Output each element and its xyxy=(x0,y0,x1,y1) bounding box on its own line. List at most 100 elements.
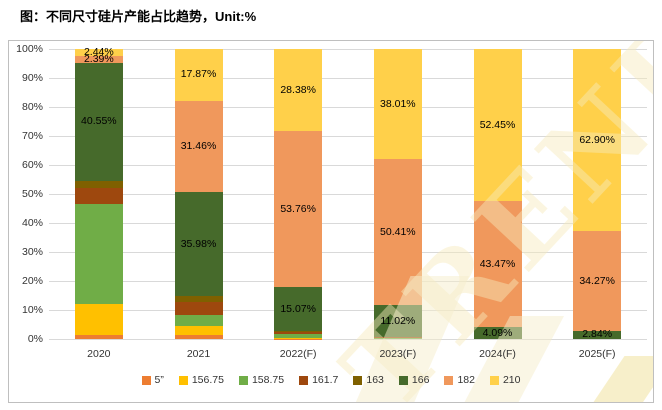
bar-segment xyxy=(573,330,622,339)
bar-segment xyxy=(174,296,223,303)
gridline xyxy=(49,107,647,108)
bar-segment xyxy=(74,203,123,305)
legend-label: 156.75 xyxy=(191,374,224,386)
bar-segment xyxy=(573,48,622,232)
bar-segment xyxy=(174,314,223,326)
legend-swatch-icon xyxy=(398,375,408,385)
legend-item: 156.75 xyxy=(178,374,224,386)
bar-segment xyxy=(74,63,123,181)
y-tick-label: 70% xyxy=(21,130,43,142)
bar-segment xyxy=(274,287,323,331)
bar-segment xyxy=(74,187,123,204)
legend-label: 158.75 xyxy=(251,374,285,386)
bar-segment-label: 62.90% xyxy=(579,133,615,146)
gridline xyxy=(49,194,647,195)
bar-segment xyxy=(573,231,622,331)
bar-segment xyxy=(373,337,422,339)
bar-segment-label: 53.76% xyxy=(280,202,316,215)
bar-segment-label: 2.39% xyxy=(83,53,114,66)
y-tick-label: 50% xyxy=(21,188,43,200)
bar-segment xyxy=(274,48,323,132)
gridline xyxy=(49,165,647,166)
x-tick-label: 2025(F) xyxy=(578,348,616,360)
y-axis: 0% 10% 20% 30% 40% 50% 60% 70% 80% 90% 100% xyxy=(9,43,45,345)
bar-segment-label: 34.27% xyxy=(579,274,615,287)
bar-segment-label: 43.47% xyxy=(479,257,516,270)
legend-label: 5” xyxy=(154,374,164,386)
y-tick-label: 60% xyxy=(21,159,43,171)
legend-item: 161.7 xyxy=(299,374,338,386)
legend-item: 166 xyxy=(398,374,430,386)
bar-segment xyxy=(174,325,223,336)
legend-label: 163 xyxy=(366,374,384,386)
bar-segment xyxy=(74,49,123,57)
legend: 5” 156.75 158.75 161.7 163 166 182 210 xyxy=(9,374,653,386)
bar-segment xyxy=(74,335,123,339)
gridline xyxy=(49,223,647,224)
bar-segment-label: 35.98% xyxy=(180,237,217,250)
gridline xyxy=(49,49,647,50)
gridline xyxy=(49,281,647,282)
legend-label: 166 xyxy=(411,374,430,386)
x-tick-label: 2023(F) xyxy=(379,348,417,360)
bar-segment xyxy=(74,56,123,64)
plot-area: 2020 40.55% 2.39% 2.44% 2021 35.98% 31.46% 17.8… xyxy=(49,46,647,360)
page-title: 图：不同尺寸硅片产能占比趋势，Unit:% xyxy=(20,9,257,24)
legend-swatch-icon xyxy=(141,375,151,385)
gridline xyxy=(49,339,647,340)
legend-label: 182 xyxy=(457,374,475,386)
legend-swatch-icon xyxy=(444,375,454,385)
x-tick-label: 2024(F) xyxy=(479,348,516,360)
y-tick-label: 80% xyxy=(21,101,43,113)
gridline xyxy=(49,136,647,137)
legend-swatch-icon xyxy=(353,375,363,385)
bar-segment xyxy=(274,338,323,339)
legend-item: 158.75 xyxy=(238,374,285,386)
bar-segment-label: 38.01% xyxy=(380,97,416,110)
y-tick-label: 20% xyxy=(21,275,43,287)
bar-segment xyxy=(174,48,223,101)
bar-segment xyxy=(74,180,123,188)
legend-swatch-icon xyxy=(178,375,188,385)
bar-segment xyxy=(274,131,323,288)
y-tick-label: 10% xyxy=(21,304,43,316)
gridline xyxy=(49,78,647,79)
x-tick-label: 2022(F) xyxy=(279,348,317,360)
x-tick-label: 2020 xyxy=(87,348,111,360)
x-tick-label: 2021 xyxy=(186,348,211,360)
legend-label: 161.7 xyxy=(312,374,339,386)
bar-segment xyxy=(473,48,522,202)
bar-segment-label: 4.09% xyxy=(482,326,513,339)
bar-segment-label: 28.38% xyxy=(280,83,316,96)
bar-segment xyxy=(174,100,223,192)
legend-swatch-icon xyxy=(489,375,499,385)
bar-segment-label: 40.55% xyxy=(81,115,117,128)
legend-item: 182 xyxy=(444,374,475,386)
gridline xyxy=(49,252,647,253)
bar-segment-label: 2.84% xyxy=(582,328,613,341)
bar-segment-label: 17.87% xyxy=(180,68,217,81)
bar-segment-label: 15.07% xyxy=(280,302,316,315)
bar-segment xyxy=(174,192,223,297)
chart-area: 0% 10% 20% 30% 40% 50% 60% 70% 80% 90% 100% 2020 40… xyxy=(8,40,654,403)
legend-label: 210 xyxy=(502,374,521,386)
legend-item: 5” xyxy=(141,374,164,386)
bar-segment xyxy=(74,304,123,336)
bar-segment xyxy=(174,335,223,339)
bar-segment xyxy=(473,201,522,328)
bar-segment-label: 52.45% xyxy=(479,118,516,131)
bar-segment xyxy=(174,302,223,315)
bar-segment xyxy=(373,49,422,160)
bar-segment xyxy=(274,331,323,335)
y-tick-label: 40% xyxy=(21,217,43,229)
legend-swatch-icon xyxy=(238,375,248,385)
y-tick-label: 0% xyxy=(27,333,43,345)
y-tick-label: 30% xyxy=(21,246,43,258)
bar-segment-label: 2.44% xyxy=(83,46,114,59)
y-tick-label: 90% xyxy=(21,72,43,84)
legend-item: 163 xyxy=(353,374,384,386)
bar-segment xyxy=(274,334,323,339)
bar-segment-label: 31.46% xyxy=(180,139,217,152)
bar-segment-label: 50.41% xyxy=(380,225,416,238)
